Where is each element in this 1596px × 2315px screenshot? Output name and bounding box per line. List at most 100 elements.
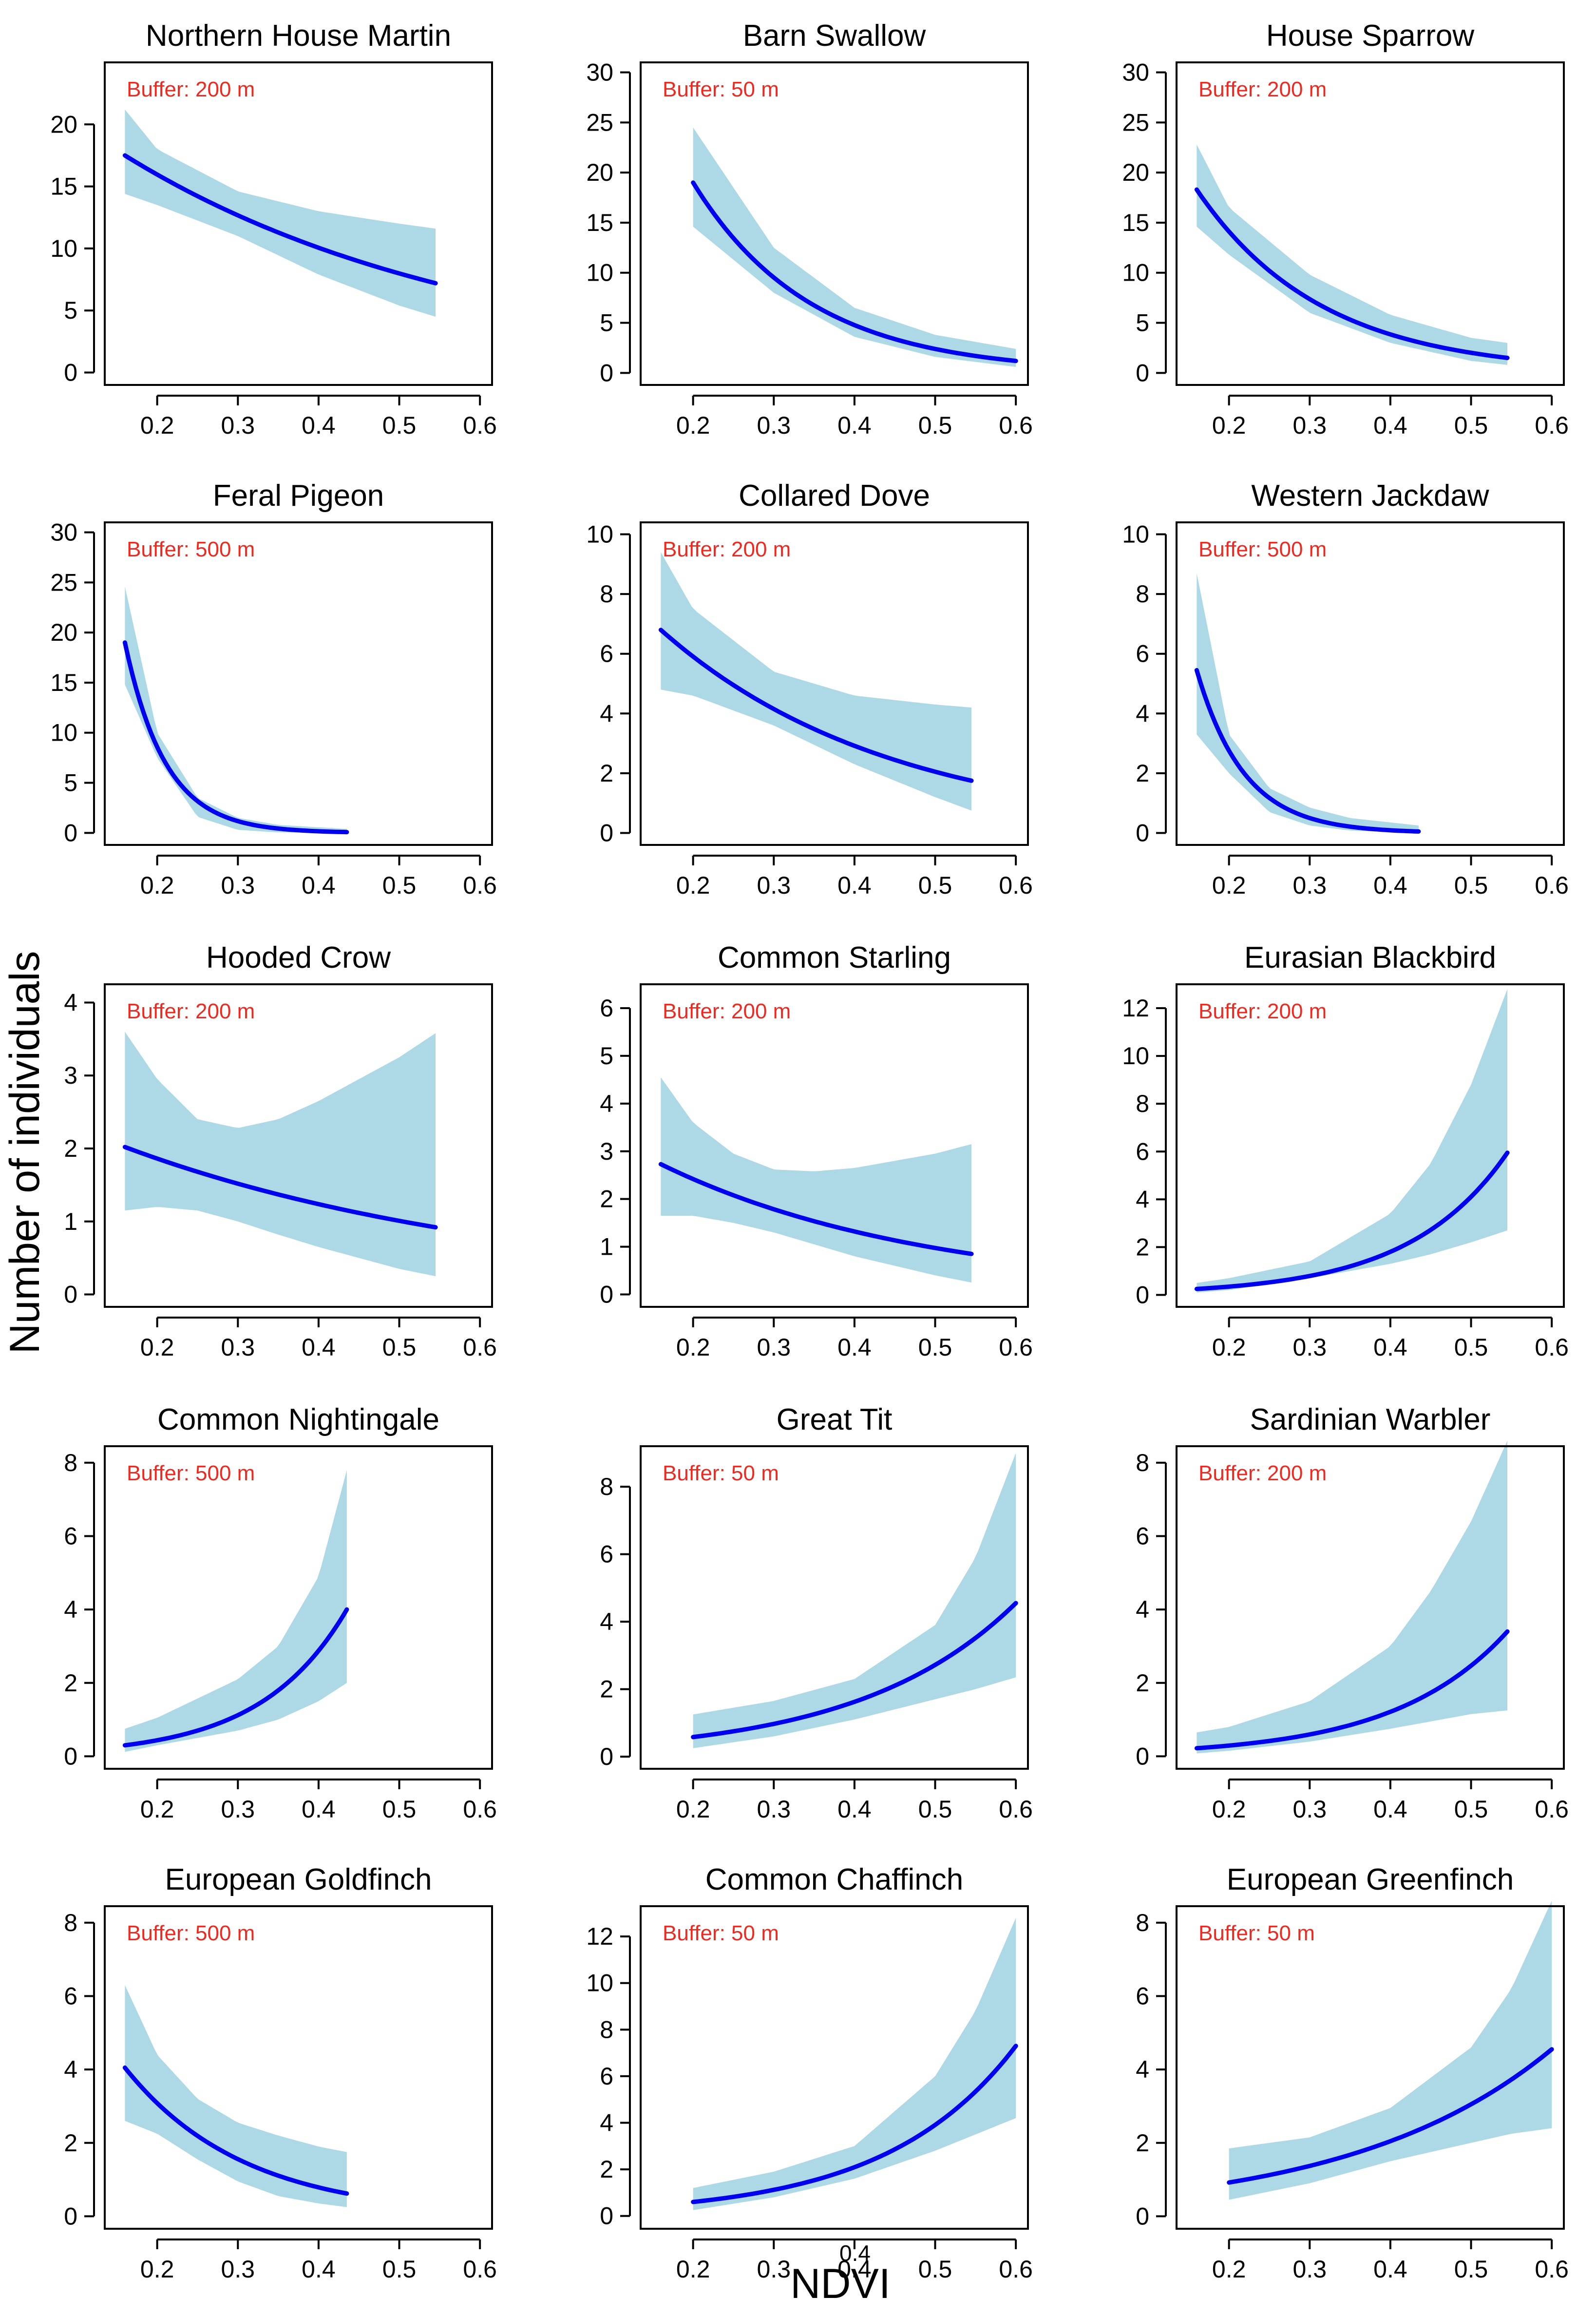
x-tick-label: 0.2 — [676, 1796, 710, 1823]
buffer-label: Buffer: 500 m — [127, 1921, 255, 1945]
buffer-label: Buffer: 200 m — [1198, 77, 1327, 101]
x-tick-label: 0.5 — [918, 412, 952, 439]
x-tick-label: 0.2 — [1212, 1334, 1246, 1361]
x-tick-label: 0.4 — [302, 872, 336, 899]
x-tick-label: 0.5 — [918, 2256, 952, 2283]
x-tick-label: 0.6 — [463, 412, 497, 439]
y-tick-label: 2 — [600, 1676, 613, 1703]
fitted-line — [1194, 1150, 1510, 1291]
chart-title: House Sparrow — [1266, 19, 1475, 53]
x-tick-label: 0.6 — [463, 1796, 497, 1823]
chart-title: Common Chaffinch — [705, 1863, 964, 1896]
x-tick-label: 0.4 — [302, 2256, 336, 2283]
confidence-band — [693, 1917, 1016, 2210]
x-tick-label: 0.4 — [837, 2256, 872, 2283]
buffer-label: Buffer: 200 m — [663, 537, 791, 561]
x-tick-label: 0.3 — [757, 2256, 791, 2283]
x-tick-label: 0.6 — [1535, 1334, 1569, 1361]
y-tick-label: 10 — [586, 259, 613, 287]
x-tick-label: 0.4 — [1373, 1796, 1407, 1823]
chart-panel: 0 2 4 6 8 10 0.2 0.3 0.4 0.5 0.6 Collared Dove Buffe… — [586, 479, 1033, 899]
chart-title: Collared Dove — [739, 479, 930, 513]
y-tick-label: 4 — [1136, 1186, 1149, 1213]
y-tick-label: 0 — [1136, 2202, 1149, 2230]
fitted-line — [1194, 187, 1510, 360]
y-tick-label: 20 — [1122, 159, 1149, 186]
x-tick-label: 0.5 — [1454, 412, 1488, 439]
x-tick-label: 0.5 — [382, 1796, 417, 1823]
chart-panel: 0 2 4 6 8 0.2 0.3 0.4 0.5 0.6 Sardinian Warbler Buf… — [1136, 1403, 1569, 1823]
buffer-label: Buffer: 50 m — [663, 1921, 779, 1945]
plot-frame — [1176, 521, 1565, 846]
x-tick-label: 0.2 — [140, 872, 174, 899]
y-tick-label: 6 — [64, 1983, 77, 2010]
chart-title: Eurasian Blackbird — [1244, 941, 1496, 975]
confidence-band — [125, 109, 436, 317]
x-tick-label: 0.3 — [1293, 1796, 1327, 1823]
chart-title: Feral Pigeon — [213, 479, 384, 513]
y-tick-label: 8 — [600, 2016, 613, 2043]
y-tick-label: 8 — [600, 580, 613, 608]
fitted-line — [122, 1607, 349, 1748]
y-tick-label: 5 — [64, 769, 77, 797]
y-tick-label: 25 — [50, 569, 77, 596]
y-tick-label: 0 — [600, 2202, 613, 2230]
y-tick-label: 2 — [1136, 2129, 1149, 2157]
confidence-band — [1197, 1440, 1508, 1754]
y-tick-label: 6 — [600, 995, 613, 1022]
x-tick-label: 0.4 — [302, 1334, 336, 1361]
y-tick-label: 1 — [600, 1233, 613, 1261]
x-tick-label: 0.3 — [1293, 412, 1327, 439]
y-tick-label: 25 — [1122, 109, 1149, 136]
x-tick-label: 0.6 — [463, 2256, 497, 2283]
y-tick-label: 8 — [64, 1449, 77, 1476]
fitted-line — [122, 2065, 349, 2196]
buffer-label: Buffer: 200 m — [1198, 999, 1327, 1023]
y-tick-label: 3 — [64, 1062, 77, 1089]
chart-title: Barn Swallow — [743, 19, 926, 53]
y-tick-label: 4 — [600, 1090, 613, 1117]
plot-frame — [1176, 1905, 1565, 2230]
buffer-label: Buffer: 200 m — [1198, 1461, 1327, 1485]
buffer-label: Buffer: 500 m — [1198, 537, 1327, 561]
y-tick-label: 0 — [64, 2202, 77, 2230]
x-tick-label: 0.5 — [918, 872, 952, 899]
y-tick-label: 0 — [600, 1281, 613, 1308]
x-tick-label: 0.3 — [221, 1796, 255, 1823]
confidence-band — [661, 1077, 972, 1283]
x-tick-label: 0.5 — [918, 1796, 952, 1823]
y-tick-label: 0 — [1136, 819, 1149, 846]
chart-title: European Greenfinch — [1227, 1863, 1514, 1896]
y-axis-label: Number of individuals — [1, 951, 48, 1354]
fitted-line — [691, 180, 1018, 364]
y-tick-label: 4 — [64, 1596, 77, 1623]
y-tick-label: 4 — [1136, 2056, 1149, 2083]
y-tick-label: 20 — [50, 111, 77, 138]
y-tick-label: 0 — [64, 359, 77, 386]
fitted-line — [658, 628, 974, 783]
x-tick-label: 0.3 — [757, 412, 791, 439]
x-tick-label: 0.2 — [676, 872, 710, 899]
y-tick-label: 6 — [1136, 1983, 1149, 2010]
confidence-band — [125, 586, 347, 833]
chart-panel: 0 5 10 15 20 25 30 0.2 0.3 0.4 0.5 0.6 Barn Swallow B… — [586, 19, 1033, 439]
y-tick-label: 10 — [1122, 259, 1149, 287]
y-tick-label: 0 — [1136, 359, 1149, 386]
y-tick-label: 2 — [64, 1669, 77, 1697]
plot-frame — [640, 61, 1029, 386]
x-tick-label: 0.2 — [1212, 872, 1246, 899]
chart-panel: 0 1 2 3 4 5 6 0.2 0.3 0.4 0.5 0.6 Common Starling Buf… — [600, 941, 1033, 1361]
x-tick-label: 0.2 — [140, 1796, 174, 1823]
y-tick-label: 0 — [64, 1281, 77, 1308]
x-tick-label: 0.3 — [757, 1334, 791, 1361]
buffer-label: Buffer: 200 m — [127, 77, 255, 101]
fitted-line — [691, 1601, 1018, 1740]
chart-title: Western Jackdaw — [1251, 479, 1489, 513]
x-tick-label: 0.5 — [918, 1334, 952, 1361]
y-tick-label: 4 — [64, 989, 77, 1016]
y-tick-label: 6 — [600, 1541, 613, 1568]
x-tick-label: 0.4 — [837, 1334, 872, 1361]
chart-panel: 0 2 4 6 8 10 12 0.2 0.3 0.4 0.5 0.6 Common Chaffinch… — [586, 1863, 1033, 2283]
plot-frame — [1176, 983, 1565, 1308]
x-tick-label: 0.3 — [1293, 2256, 1327, 2283]
